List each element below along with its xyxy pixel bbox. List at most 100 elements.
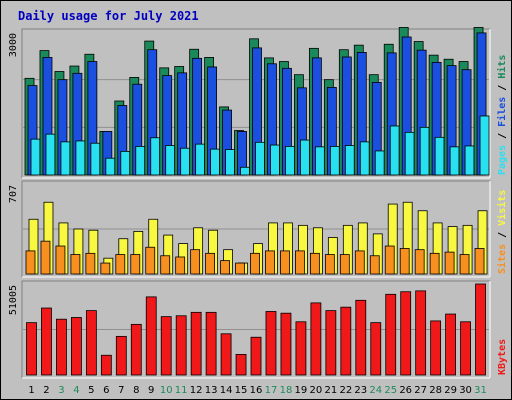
bar-kbytes-day-19 [295, 321, 307, 376]
chart-panels: 3000 Pages / Files / Hits 707 Sites / Visit… [8, 27, 508, 379]
bar-kbytes-day-20 [310, 302, 322, 376]
bar-sites-day-21 [324, 254, 335, 275]
x-tick-label-day-22: 22 [339, 385, 352, 396]
bar-pages-day-31 [479, 115, 490, 176]
max-value-label: 3000 [8, 33, 19, 57]
bar-kbytes-day-4 [71, 317, 82, 376]
bar-sites-day-11 [175, 256, 186, 275]
bar-sites-day-24 [369, 255, 380, 275]
x-tick-label-day-16: 16 [250, 385, 263, 396]
bars-bottom [26, 283, 486, 376]
bar-pages-day-30 [464, 145, 475, 176]
x-tick-label-day-23: 23 [354, 385, 367, 396]
bar-sites-day-18 [280, 250, 290, 275]
bar-sites-day-20 [309, 252, 320, 275]
bar-kbytes-day-5 [85, 310, 97, 376]
bar-pages-day-13 [210, 148, 221, 176]
bar-sites-day-25 [384, 245, 395, 275]
x-tick-label-day-31: 31 [474, 385, 487, 396]
bar-kbytes-day-17 [265, 311, 277, 376]
bar-pages-day-10 [165, 145, 176, 176]
bar-sites-day-7 [115, 254, 126, 275]
x-tick-label-day-19: 19 [295, 385, 308, 396]
bar-pages-day-4 [75, 140, 86, 176]
bar-pages-day-26 [404, 131, 415, 176]
bar-pages-day-15 [240, 166, 250, 176]
bar-kbytes-day-23 [355, 299, 367, 376]
bars-middle [25, 201, 488, 275]
chart-title: Daily usage for July 2021 [18, 9, 199, 23]
bar-kbytes-day-25 [385, 293, 397, 376]
bar-kbytes-day-11 [175, 315, 187, 376]
panel-top: 3000 Pages / Files / Hits [8, 27, 508, 179]
bar-sites-day-5 [85, 252, 96, 275]
bar-sites-day-14 [220, 260, 230, 275]
bar-pages-day-28 [434, 136, 445, 176]
bar-pages-day-7 [120, 150, 131, 176]
bar-pages-day-8 [135, 145, 146, 176]
bar-sites-day-4 [70, 254, 81, 275]
legend-entry: Files [496, 97, 508, 127]
bar-kbytes-day-16 [250, 336, 262, 376]
bar-kbytes-day-15 [235, 353, 247, 376]
legend-entry: Hits [496, 55, 508, 79]
x-tick-label-day-27: 27 [414, 385, 427, 396]
x-tick-label-day-20: 20 [310, 385, 323, 396]
bar-pages-day-17 [270, 144, 280, 176]
x-tick-label-day-6: 6 [103, 385, 109, 396]
bar-kbytes-day-26 [400, 291, 412, 376]
x-tick-label-day-8: 8 [133, 385, 139, 396]
panel-legend: Pages / Files / Hits [496, 55, 508, 175]
bar-sites-day-17 [265, 250, 275, 275]
bar-pages-day-19 [300, 139, 310, 176]
bar-sites-day-26 [399, 248, 410, 275]
x-tick-label-day-5: 5 [88, 385, 94, 396]
bar-pages-day-1 [30, 138, 41, 176]
x-tick-label-day-10: 10 [160, 385, 173, 396]
x-tick-label-day-4: 4 [73, 385, 79, 396]
bar-kbytes-day-3 [56, 318, 67, 376]
bar-kbytes-day-29 [445, 313, 456, 376]
x-tick-label-day-25: 25 [384, 385, 397, 396]
legend-entry: / [497, 79, 508, 97]
x-tick-label-day-15: 15 [235, 385, 248, 396]
x-tick-label-day-21: 21 [324, 385, 337, 396]
bar-pages-day-21 [329, 145, 340, 176]
bar-sites-day-16 [250, 252, 260, 275]
bar-sites-day-12 [190, 249, 201, 275]
bar-kbytes-day-8 [130, 323, 142, 376]
bar-pages-day-20 [314, 146, 325, 176]
bar-pages-day-11 [180, 147, 191, 176]
x-tick-label-day-3: 3 [58, 385, 64, 396]
bar-sites-day-10 [160, 255, 171, 275]
bar-sites-day-30 [459, 254, 470, 275]
bar-pages-day-18 [285, 145, 295, 176]
bar-sites-day-15 [235, 262, 245, 275]
bar-pages-day-25 [389, 125, 400, 176]
bar-kbytes-day-13 [205, 311, 217, 376]
bar-kbytes-day-9 [145, 296, 157, 376]
legend-entry: / [497, 226, 508, 244]
bar-kbytes-day-21 [325, 310, 337, 376]
bar-sites-day-29 [444, 251, 455, 275]
bars-top [24, 27, 490, 176]
bar-sites-day-19 [295, 250, 305, 275]
bar-kbytes-day-6 [100, 354, 112, 376]
legend-entry: Pages [497, 145, 508, 175]
bar-kbytes-day-10 [160, 316, 172, 376]
bar-pages-day-14 [225, 149, 235, 176]
bar-kbytes-day-7 [115, 335, 127, 376]
bar-kbytes-day-30 [460, 321, 471, 376]
bar-pages-day-6 [105, 157, 116, 176]
bar-sites-day-3 [55, 245, 66, 275]
bar-pages-day-29 [449, 146, 460, 176]
x-tick-label-day-7: 7 [118, 385, 124, 396]
bar-pages-day-23 [359, 141, 370, 176]
bar-kbytes-day-31 [475, 283, 486, 376]
legend-entry: Visits [496, 190, 508, 226]
legend-entry: Sites [496, 244, 508, 274]
panel-bottom: 51005 KBytes [8, 280, 508, 379]
bar-sites-day-13 [205, 252, 216, 275]
x-tick-label-day-26: 26 [399, 385, 412, 396]
